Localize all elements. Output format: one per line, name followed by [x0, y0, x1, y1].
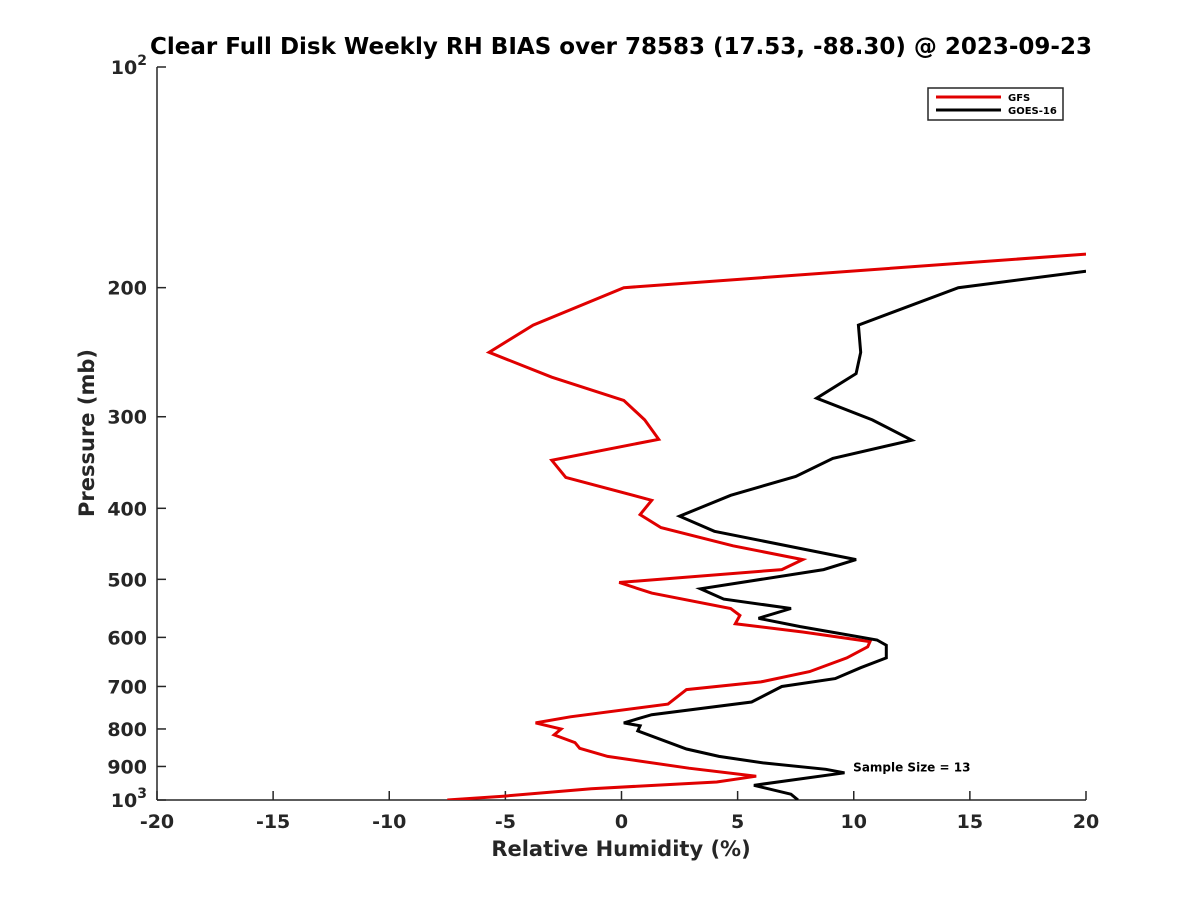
y-tick-exponent: 3 — [137, 786, 147, 802]
axes: -20 -15 -10 -5 0 5 10 15 20102200300400500600700… — [107, 53, 1099, 833]
x-tick-label: 15 — [957, 811, 983, 833]
x-tick-label: -15 — [256, 811, 290, 833]
y-tick-label: 103 — [111, 786, 147, 812]
legend-label: GFS — [1008, 93, 1030, 104]
y-tick-base: 10 — [111, 57, 137, 79]
y-tick-label: 500 — [107, 569, 147, 591]
y-tick-base: 10 — [111, 790, 137, 812]
y-tick-label: 200 — [107, 278, 147, 300]
x-tick-label: -5 — [495, 811, 516, 833]
x-tick-label: 20 — [1073, 811, 1099, 833]
legend-label: GOES-16 — [1008, 106, 1057, 117]
y-axis-label: Pressure (mb) — [75, 349, 99, 517]
x-axis-label: Relative Humidity (%) — [491, 837, 750, 861]
y-tick-exponent: 2 — [137, 53, 147, 69]
y-tick-label: 700 — [107, 676, 147, 698]
x-tick-label: -10 — [372, 811, 406, 833]
y-tick-label: 900 — [107, 756, 147, 778]
x-tick-label: -20 — [140, 811, 174, 833]
y-tick-label: 600 — [107, 627, 147, 649]
y-tick-label: 400 — [107, 498, 147, 520]
y-tick-label: 102 — [111, 53, 147, 79]
legend: GFS GOES-16 — [927, 87, 1064, 121]
y-tick-label: 800 — [107, 719, 147, 741]
x-tick-label: 0 — [615, 811, 628, 833]
chart-title: Clear Full Disk Weekly RH BIAS over 7858… — [150, 34, 1092, 60]
x-tick-label: 10 — [841, 811, 867, 833]
series-layer — [447, 252, 1086, 800]
sample-size-note: Sample Size = 13 — [853, 760, 970, 774]
series-line-gfs — [447, 252, 1086, 800]
series-line-goes-16 — [623, 269, 1086, 800]
y-tick-label: 300 — [107, 407, 147, 429]
legend-box — [927, 87, 1064, 121]
annotation-layer: Sample Size = 13 — [853, 760, 970, 774]
x-tick-label: 5 — [731, 811, 744, 833]
